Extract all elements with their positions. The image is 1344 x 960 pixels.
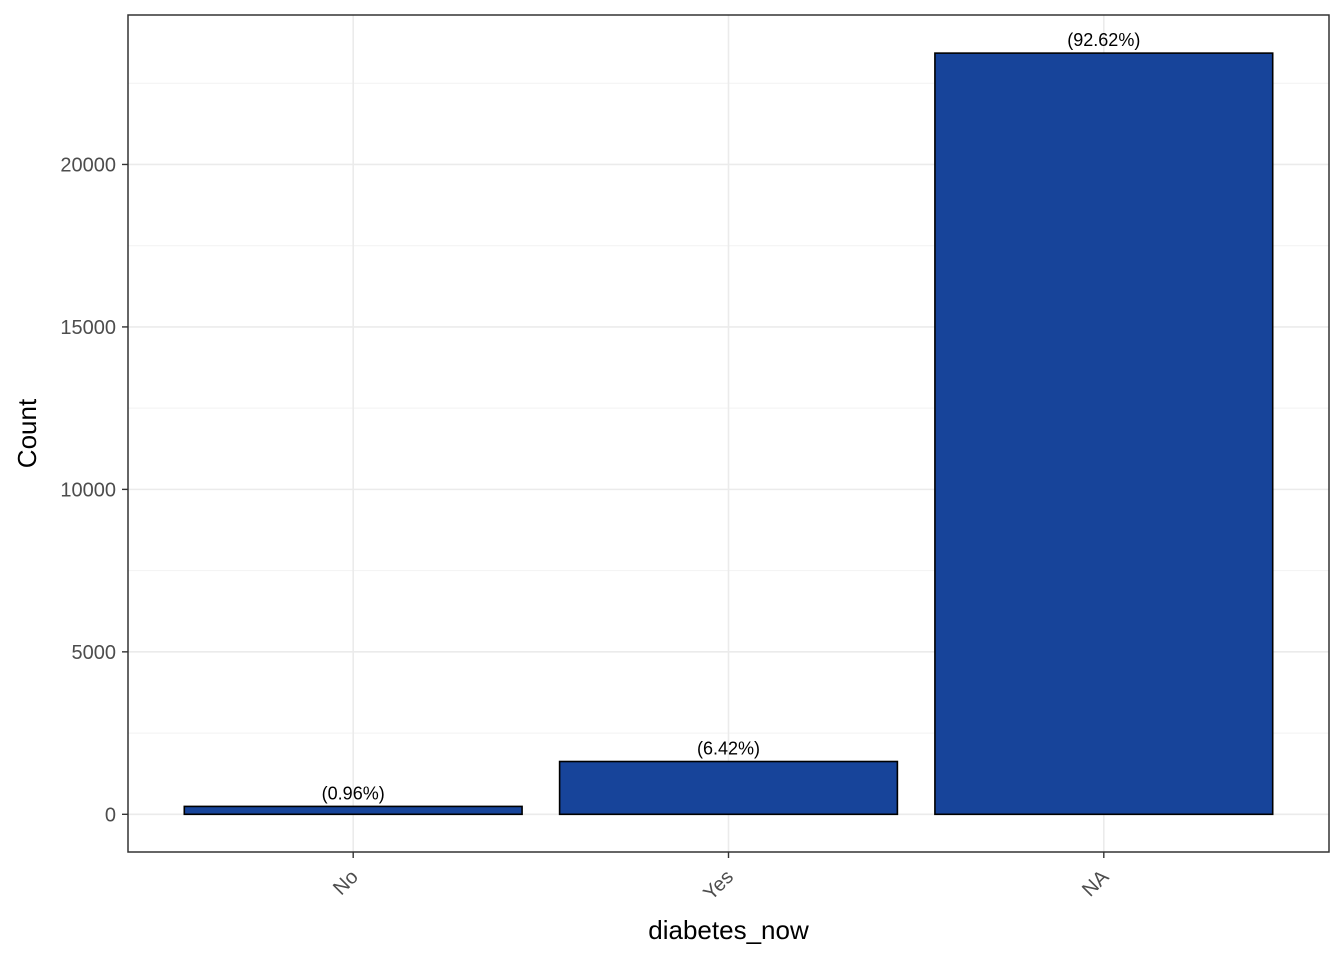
y-tick-label: 5000 xyxy=(72,642,117,664)
y-tick-label: 15000 xyxy=(60,317,116,339)
x-axis-title: diabetes_now xyxy=(648,915,809,945)
bar-na xyxy=(934,52,1274,816)
bars xyxy=(183,52,1274,816)
y-tick-label: 10000 xyxy=(60,479,116,501)
data-label: (0.96%) xyxy=(322,783,385,803)
data-label: (6.42%) xyxy=(697,739,760,759)
y-axis-title: Count xyxy=(12,398,42,468)
bar-yes xyxy=(558,760,899,816)
data-label: (92.62%) xyxy=(1067,30,1140,50)
y-tick-label: 20000 xyxy=(60,154,116,176)
y-axis: 0 5000 10000 15000 20000 xyxy=(60,154,128,826)
data-labels: (0.96%) (6.42%) (92.62%) xyxy=(322,30,1141,803)
bar-no xyxy=(183,805,523,816)
y-tick-label: 0 xyxy=(105,804,116,826)
